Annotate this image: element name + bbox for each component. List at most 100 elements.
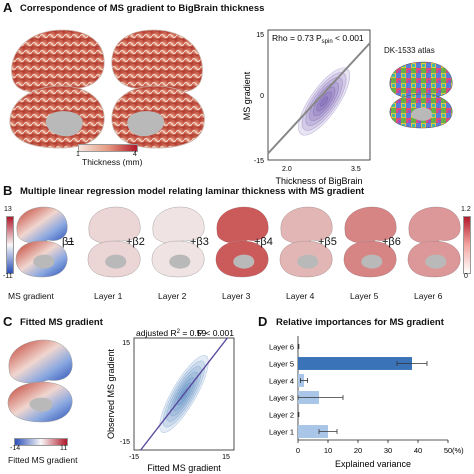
layer-brain-5 bbox=[343, 206, 397, 278]
x-tick-label: 10 bbox=[324, 446, 332, 455]
x-tick-label: 20 bbox=[354, 446, 362, 455]
coefficient-beta-1: β1 bbox=[62, 236, 75, 248]
observed-vs-fitted-chart: adjusted R2 = 0.59 P < 0.001 15 -15 -15 … bbox=[106, 328, 235, 473]
chart-a-density bbox=[298, 67, 350, 136]
layer-brain-lateral-tint bbox=[216, 207, 269, 243]
density-contour bbox=[305, 77, 343, 126]
chart-a-ytick-bottom: -15 bbox=[254, 158, 264, 165]
coefficient-beta-5: +β5 bbox=[318, 236, 337, 248]
category-label: Layer 2 bbox=[269, 411, 294, 420]
x-tick-label: 0 bbox=[296, 446, 300, 455]
chart-c-xtick-left: -15 bbox=[129, 454, 139, 461]
thickness-cbar-label: Thickness (mm) bbox=[82, 157, 143, 167]
layer-brain-lateral-tint bbox=[408, 207, 461, 243]
layer-brain-medial-wall bbox=[297, 254, 319, 269]
fitted-ms-brain bbox=[7, 339, 73, 423]
fitted-cbar-min: -14 bbox=[10, 445, 21, 452]
layer-brain-lateral bbox=[88, 206, 141, 244]
x-tick-label: 30 bbox=[384, 446, 392, 455]
panel-c-letter: C bbox=[3, 314, 13, 329]
layer-cbar-max: 1.2 bbox=[461, 206, 471, 213]
category-label: Layer 6 bbox=[269, 343, 294, 352]
ms-gradient-brain bbox=[15, 206, 68, 278]
category-label: Layer 4 bbox=[269, 377, 294, 386]
panel-a-title: Correspondence of MS gradient to BigBrai… bbox=[20, 3, 265, 14]
chart-c-fit-line bbox=[140, 337, 228, 451]
layer-brain-6 bbox=[407, 206, 461, 278]
chart-d-bars bbox=[297, 344, 428, 438]
panel-a-letter: A bbox=[3, 0, 13, 15]
chart-c-r2-prefix: adjusted R bbox=[136, 328, 177, 338]
fitted-cbar-label: Fitted MS gradient bbox=[8, 455, 78, 465]
chart-a-ytick-mid: 0 bbox=[260, 93, 264, 100]
layer-label-3: Layer 3 bbox=[222, 291, 251, 301]
chart-a-p-sub: spin bbox=[322, 39, 333, 45]
chart-a-rho: Rho = 0.73 bbox=[272, 33, 314, 43]
panel-d-title: Relative importances for MS gradient bbox=[276, 317, 444, 328]
ms-gradient-label: MS gradient bbox=[8, 291, 54, 301]
layer-brain-medial-wall bbox=[105, 254, 127, 269]
category-label: Layer 1 bbox=[269, 428, 294, 437]
layer-brain-lateral-tint bbox=[280, 207, 333, 243]
panel-d-letter: D bbox=[258, 314, 268, 329]
panel-b-letter: B bbox=[3, 183, 13, 198]
layer-brain-lateral-tint bbox=[88, 207, 141, 243]
chart-a-xlabel: Thickness of BigBrain bbox=[275, 176, 362, 186]
atlas-medial-wall bbox=[411, 107, 433, 121]
thickness-cbar-max: 4 bbox=[133, 151, 137, 158]
layer-brain-1 bbox=[87, 206, 141, 278]
layer-cbar-min: 0 bbox=[464, 273, 468, 280]
chart-a-ytick-top: 15 bbox=[256, 32, 264, 39]
atlas-brain-lateral bbox=[389, 61, 453, 100]
equals-sign: = bbox=[67, 236, 75, 250]
layer-brain-medial-wall bbox=[233, 254, 255, 269]
chart-a-pspin: Pspin < 0.001 bbox=[316, 33, 364, 45]
chart-a-xtick-left: 2.0 bbox=[282, 166, 292, 173]
brain-lateral-left bbox=[11, 29, 105, 96]
layer-label-2: Layer 2 bbox=[158, 291, 187, 301]
category-label: Layer 3 bbox=[269, 394, 294, 403]
chart-c-r2-sup: 2 bbox=[177, 329, 181, 335]
chart-d-x-ticks: 0 10 20 30 40 50 bbox=[296, 440, 452, 455]
x-tick-label: 40 bbox=[414, 446, 422, 455]
chart-c-ytick-top: 15 bbox=[122, 340, 130, 347]
layer-brain-lateral-tint bbox=[344, 207, 397, 243]
category-label: Layer 5 bbox=[269, 360, 294, 369]
ms-vs-bigbrain-chart: Rho = 0.73 Pspin < 0.001 15 0 -15 2.0 3.… bbox=[242, 29, 371, 186]
layer-brain-lateral bbox=[408, 206, 461, 244]
coefficient-beta-4: +β4 bbox=[254, 236, 273, 248]
fitted-colorbar bbox=[14, 438, 68, 446]
ms-cbar-max: 13 bbox=[4, 206, 12, 213]
chart-c-xtick-right: 15 bbox=[222, 454, 230, 461]
ms-brain-lateral bbox=[16, 206, 68, 244]
panel-b-title: Multiple linear regression model relatin… bbox=[20, 186, 365, 197]
density-contour bbox=[301, 72, 347, 131]
layer-brain-2 bbox=[151, 206, 205, 278]
chart-c-ytick-bottom: -15 bbox=[120, 439, 130, 446]
chart-c-p: P < 0.001 bbox=[198, 328, 235, 338]
layer-brain-medial-wall bbox=[425, 254, 447, 269]
density-contour bbox=[309, 81, 340, 122]
fitted-cbar-max: 11 bbox=[60, 445, 68, 452]
thickness-colorbar bbox=[78, 144, 138, 152]
layer-label-6: Layer 6 bbox=[414, 291, 443, 301]
panel-c-title: Fitted MS gradient bbox=[20, 317, 103, 328]
chart-d-x-unit: (%) bbox=[452, 446, 464, 455]
dk-atlas-brains bbox=[389, 61, 453, 129]
layer-brain-medial-wall bbox=[361, 254, 383, 269]
brain-medial-right bbox=[111, 85, 205, 149]
layer-brain-lateral bbox=[280, 206, 333, 244]
chart-c-r2-value: = 0.59 bbox=[180, 328, 207, 338]
layer-brain-3 bbox=[215, 206, 269, 278]
chart-c-ylabel: Observed MS gradient bbox=[106, 348, 116, 439]
chart-a-p-prefix: P bbox=[316, 33, 322, 43]
density-contour bbox=[320, 96, 329, 107]
fitted-brain-lateral bbox=[8, 339, 73, 384]
chart-d-xlabel: Explained variance bbox=[335, 459, 411, 469]
chart-d-category-labels: Layer 1 Layer 2 Layer 3 Layer 4 Layer 5 Layer… bbox=[269, 343, 294, 437]
coefficient-beta-2: +β2 bbox=[126, 236, 145, 248]
x-tick-label: 50 bbox=[444, 446, 452, 455]
relative-importance-chart: Layer 1 Layer 2 Layer 3 Layer 4 Layer 5 Layer… bbox=[269, 336, 464, 469]
bar-layer-1 bbox=[298, 425, 328, 438]
layer-label-5: Layer 5 bbox=[350, 291, 379, 301]
